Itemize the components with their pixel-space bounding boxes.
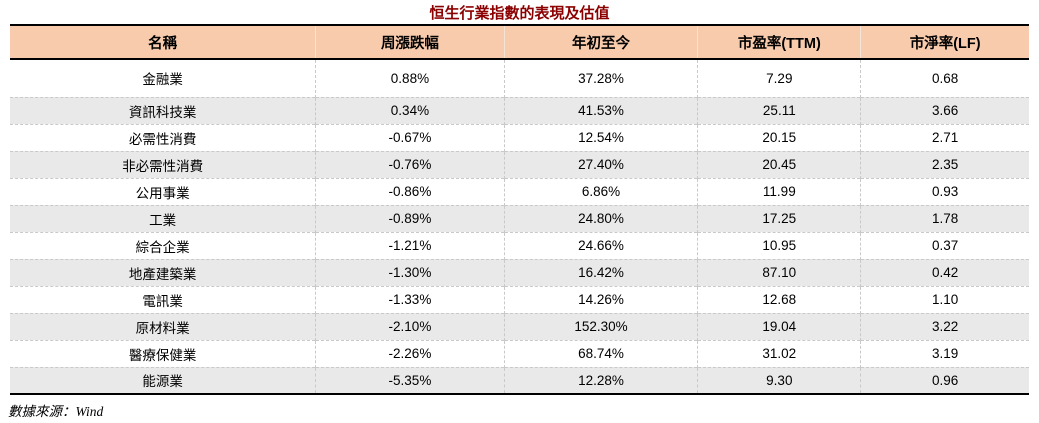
value-cell: 31.02 xyxy=(697,339,861,367)
value-cell: -2.26% xyxy=(315,339,505,367)
column-header: 名稱 xyxy=(10,24,316,60)
value-cell: 0.93 xyxy=(860,177,1029,205)
sector-name-cell: 電訊業 xyxy=(10,285,316,313)
value-cell: 3.19 xyxy=(860,339,1029,367)
sector-name-cell: 工業 xyxy=(10,204,316,232)
value-cell: 14.26% xyxy=(503,285,698,313)
table-row: 能源業 -5.35% 12.28% 9.30 0.96 xyxy=(10,366,1029,395)
value-cell: 2.71 xyxy=(860,123,1029,151)
column-header: 市淨率(LF) xyxy=(860,24,1029,60)
sector-name-cell: 非必需性消費 xyxy=(10,150,316,178)
value-cell: 3.22 xyxy=(860,312,1029,340)
value-cell: -0.89% xyxy=(315,204,505,232)
data-source-note: 數據來源：Wind xyxy=(8,404,104,419)
table-row: 金融業 0.88% 37.28% 7.29 0.68 xyxy=(10,59,1029,97)
value-cell: 0.37 xyxy=(860,231,1029,259)
table-row: 醫療保健業 -2.26% 68.74% 31.02 3.19 xyxy=(10,339,1029,367)
sector-name-cell: 醫療保健業 xyxy=(10,339,316,367)
table-row: 工業 -0.89% 24.80% 17.25 1.78 xyxy=(10,204,1029,232)
value-cell: 12.54% xyxy=(503,123,698,151)
sector-name-cell: 公用事業 xyxy=(10,177,316,205)
table-row: 電訊業 -1.33% 14.26% 12.68 1.10 xyxy=(10,285,1029,313)
value-cell: -2.10% xyxy=(315,312,505,340)
table-body: 金融業 0.88% 37.28% 7.29 0.68 資訊科技業 0.34% 41.53% 25… xyxy=(10,59,1029,395)
value-cell: 37.28% xyxy=(503,59,698,97)
value-cell: 3.66 xyxy=(860,96,1029,124)
table-row: 原材料業 -2.10% 152.30% 19.04 3.22 xyxy=(10,312,1029,340)
value-cell: 87.10 xyxy=(697,258,861,286)
table-title: 恒生行業指數的表現及估值 xyxy=(429,5,610,22)
value-cell: 6.86% xyxy=(503,177,698,205)
value-cell: -5.35% xyxy=(315,366,505,395)
sector-name-cell: 綜合企業 xyxy=(10,231,316,259)
value-cell: 1.10 xyxy=(860,285,1029,313)
sector-name-cell: 能源業 xyxy=(10,366,316,395)
value-cell: 19.04 xyxy=(697,312,861,340)
value-cell: 9.30 xyxy=(697,366,861,395)
header-row: 名稱 周漲跌幅 年初至今 市盈率(TTM) 市淨率(LF) xyxy=(10,24,1029,60)
table-header: 名稱 周漲跌幅 年初至今 市盈率(TTM) 市淨率(LF) xyxy=(10,24,1029,60)
value-cell: 152.30% xyxy=(503,312,698,340)
value-cell: 12.28% xyxy=(503,366,698,395)
value-cell: 0.88% xyxy=(315,59,505,97)
value-cell: 7.29 xyxy=(697,59,861,97)
value-cell: 0.42 xyxy=(860,258,1029,286)
value-cell: -0.76% xyxy=(315,150,505,178)
value-cell: 20.15 xyxy=(697,123,861,151)
value-cell: 2.35 xyxy=(860,150,1029,178)
value-cell: 24.80% xyxy=(503,204,698,232)
value-cell: 0.96 xyxy=(860,366,1029,395)
sector-name-cell: 資訊科技業 xyxy=(10,96,316,124)
table-row: 非必需性消費 -0.76% 27.40% 20.45 2.35 xyxy=(10,150,1029,178)
column-header: 市盈率(TTM) xyxy=(697,24,861,60)
value-cell: -1.33% xyxy=(315,285,505,313)
column-header: 年初至今 xyxy=(503,24,698,60)
value-cell: 25.11 xyxy=(697,96,861,124)
value-cell: 24.66% xyxy=(503,231,698,259)
value-cell: 12.68 xyxy=(697,285,861,313)
value-cell: 1.78 xyxy=(860,204,1029,232)
value-cell: 0.34% xyxy=(315,96,505,124)
table-row: 綜合企業 -1.21% 24.66% 10.95 0.37 xyxy=(10,231,1029,259)
value-cell: -1.21% xyxy=(315,231,505,259)
column-header: 周漲跌幅 xyxy=(315,24,505,60)
hsi-sector-table: 名稱 周漲跌幅 年初至今 市盈率(TTM) 市淨率(LF) 金融業 0.88% 37.28%… xyxy=(10,24,1029,395)
table-row: 地產建築業 -1.30% 16.42% 87.10 0.42 xyxy=(10,258,1029,286)
value-cell: 41.53% xyxy=(503,96,698,124)
value-cell: -1.30% xyxy=(315,258,505,286)
value-cell: 17.25 xyxy=(697,204,861,232)
value-cell: 0.68 xyxy=(860,59,1029,97)
value-cell: 11.99 xyxy=(697,177,861,205)
table-row: 必需性消費 -0.67% 12.54% 20.15 2.71 xyxy=(10,123,1029,151)
value-cell: 20.45 xyxy=(697,150,861,178)
sector-name-cell: 地產建築業 xyxy=(10,258,316,286)
value-cell: -0.86% xyxy=(315,177,505,205)
value-cell: 27.40% xyxy=(503,150,698,178)
value-cell: 10.95 xyxy=(697,231,861,259)
table-row: 資訊科技業 0.34% 41.53% 25.11 3.66 xyxy=(10,96,1029,124)
table-row: 公用事業 -0.86% 6.86% 11.99 0.93 xyxy=(10,177,1029,205)
value-cell: 16.42% xyxy=(503,258,698,286)
value-cell: -0.67% xyxy=(315,123,505,151)
sector-name-cell: 必需性消費 xyxy=(10,123,316,151)
sector-name-cell: 金融業 xyxy=(142,72,183,88)
value-cell: 68.74% xyxy=(503,339,698,367)
sector-name-cell: 原材料業 xyxy=(10,312,316,340)
